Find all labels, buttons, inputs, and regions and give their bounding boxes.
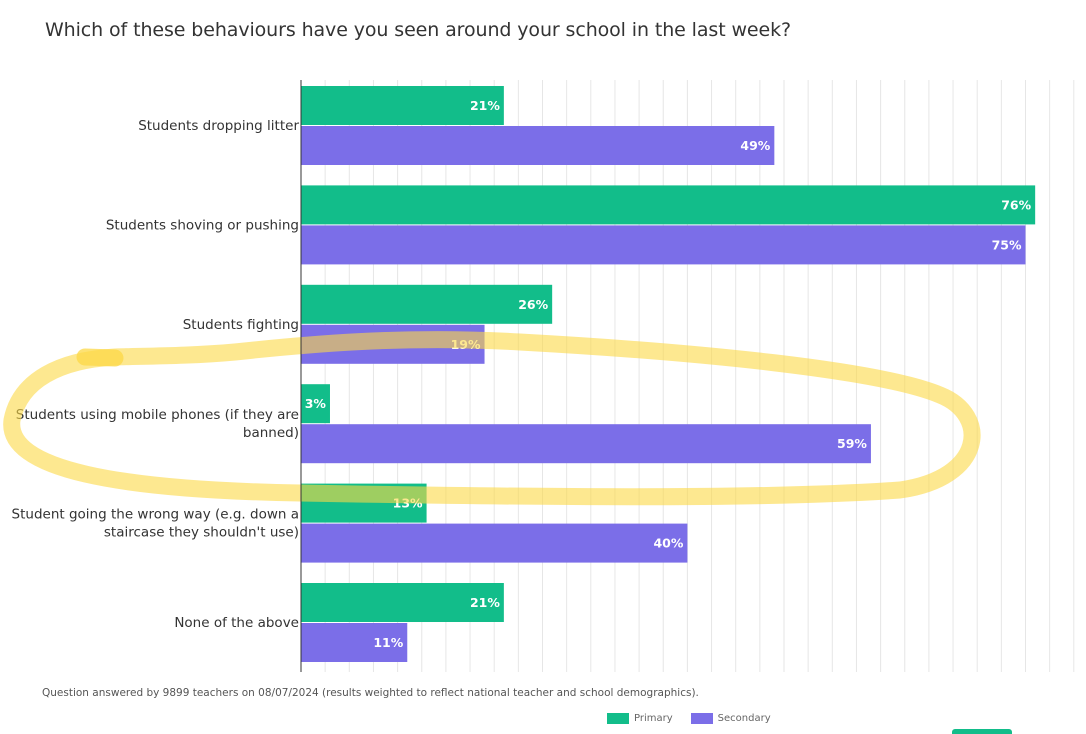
bar-secondary-5[interactable] bbox=[301, 623, 408, 662]
highlight-loop-annotation bbox=[3, 331, 981, 506]
legend-label-primary: Primary bbox=[634, 713, 673, 724]
chart-legend: Primary Secondary bbox=[607, 713, 789, 724]
bar-secondary-4[interactable] bbox=[301, 523, 688, 563]
bar-secondary-1[interactable] bbox=[301, 225, 1026, 265]
data-label-secondary-5: 11% bbox=[373, 635, 403, 650]
data-label-primary-3: 3% bbox=[305, 396, 327, 411]
grid-lines bbox=[324, 80, 1075, 672]
legend-swatch-secondary bbox=[690, 713, 713, 724]
bar-secondary-0[interactable] bbox=[301, 126, 775, 165]
bar-primary-1[interactable] bbox=[301, 185, 1036, 225]
data-label-primary-0: 21% bbox=[470, 98, 500, 113]
category-label-2: Students fighting bbox=[183, 317, 299, 333]
bar-secondary-3[interactable] bbox=[301, 424, 871, 464]
data-label-primary-1: 76% bbox=[1001, 197, 1031, 212]
category-label-1: Students shoving or pushing bbox=[106, 217, 299, 233]
legend-item-secondary[interactable]: Secondary bbox=[690, 713, 771, 724]
bar-primary-3[interactable] bbox=[301, 384, 330, 424]
category-labels: Students dropping litter Students shoving… bbox=[12, 118, 300, 631]
highlight-annotation bbox=[3, 331, 981, 506]
category-label-5: None of the above bbox=[174, 615, 299, 631]
legend-item-primary[interactable]: Primary bbox=[607, 713, 673, 724]
bar-primary-5[interactable] bbox=[301, 583, 504, 622]
legend-swatch-primary bbox=[607, 713, 629, 724]
data-label-primary-5: 21% bbox=[470, 595, 500, 610]
data-label-secondary-3: 59% bbox=[837, 436, 867, 451]
chart-title: Which of these behaviours have you seen … bbox=[45, 19, 791, 41]
bar-primary-0[interactable] bbox=[301, 86, 504, 125]
category-label-3: Students using mobile phones (if they ar… bbox=[16, 407, 299, 441]
data-label-secondary-0: 49% bbox=[740, 138, 770, 153]
data-label-secondary-4: 40% bbox=[653, 536, 683, 551]
data-label-secondary-1: 75% bbox=[992, 237, 1022, 252]
data-label-primary-2: 26% bbox=[518, 297, 548, 312]
bar-primary-2[interactable] bbox=[301, 284, 553, 324]
category-label-0: Students dropping litter bbox=[138, 118, 299, 134]
category-label-4: Student going the wrong way (e.g. down a… bbox=[12, 507, 299, 541]
chart-footnote: Question answered by 9899 teachers on 08… bbox=[42, 687, 699, 699]
legend-label-secondary: Secondary bbox=[717, 713, 771, 724]
brand-logo-fragment bbox=[952, 729, 1012, 734]
highlight-start-mark bbox=[76, 348, 124, 367]
bars: 21%49%76%75%26%19%3%59%13%40%21%11% bbox=[301, 86, 1036, 662]
